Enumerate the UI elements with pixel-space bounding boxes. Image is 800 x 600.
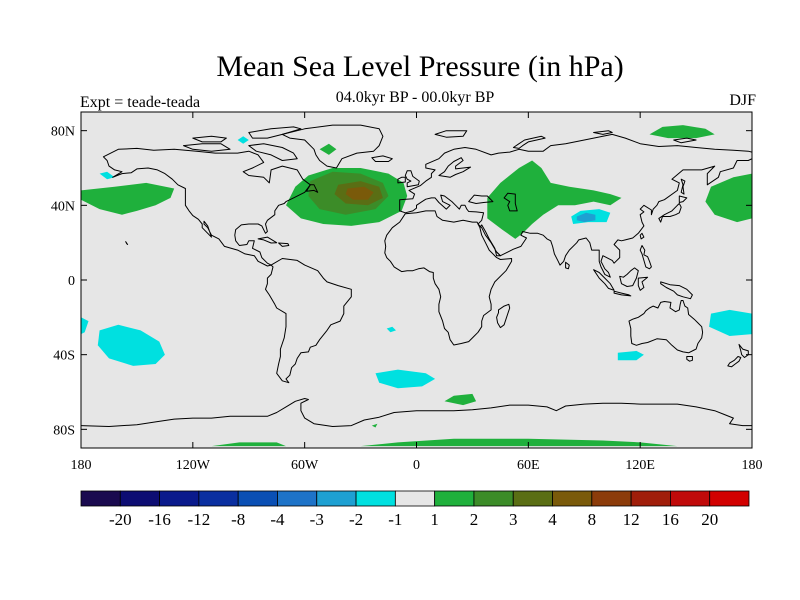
x-tick-label: 180 xyxy=(742,458,763,473)
anomaly-region-minus1 xyxy=(617,350,644,361)
x-tick-label: 180 xyxy=(71,458,92,473)
colorbar-label: 2 xyxy=(470,510,479,529)
map-subtitle: 04.0kyr BP - 00.0kyr BP xyxy=(335,89,495,106)
colorbar-swatch xyxy=(630,490,671,507)
colorbar-swatch xyxy=(237,490,278,507)
colorbar-label: 1 xyxy=(430,510,439,529)
anomaly-region-2 xyxy=(319,143,337,155)
anomaly-region-minus1 xyxy=(375,369,436,389)
colorbar-label: 20 xyxy=(701,510,718,529)
colorbar: -20 -16 -12 -8 -4 -3 -2 -1 1 2 3 4 8 12 16 20 xyxy=(80,490,750,529)
anomaly-region-2 xyxy=(81,182,175,215)
anomaly-region-minus1 xyxy=(709,309,752,336)
anomaly-regions xyxy=(81,125,752,447)
y-tick-label: 0 xyxy=(68,274,75,289)
anomaly-region-minus1 xyxy=(99,171,115,180)
colorbar-label: 12 xyxy=(623,510,640,529)
colorbar-swatch xyxy=(512,490,553,507)
colorbar-label: 8 xyxy=(588,510,597,529)
anomaly-region-minus1 xyxy=(97,324,165,366)
colorbar-swatch xyxy=(670,490,711,507)
anomaly-region-2 xyxy=(705,173,752,223)
colorbar-label: 3 xyxy=(509,510,518,529)
colorbar-swatch xyxy=(473,490,514,507)
colorbar-swatch xyxy=(159,490,200,507)
map-title: Mean Sea Level Pressure (in hPa) xyxy=(216,50,624,83)
season-label: DJF xyxy=(729,92,756,109)
y-tick-label: 80S xyxy=(53,423,75,438)
anomaly-region-2 xyxy=(487,160,622,239)
map-background xyxy=(81,112,752,448)
colorbar-label: -8 xyxy=(231,510,245,529)
colorbar-swatch xyxy=(355,490,396,507)
x-tick-label: 60E xyxy=(517,458,540,473)
y-tick-label: 80N xyxy=(51,125,75,140)
colorbar-label: 4 xyxy=(548,510,557,529)
colorbar-label: -4 xyxy=(270,510,285,529)
anomaly-region-minus2 xyxy=(576,212,596,223)
y-tick-label: 40S xyxy=(53,349,75,364)
colorbar-swatch xyxy=(434,490,475,507)
x-tick-label: 120W xyxy=(176,458,211,473)
colorbar-swatch xyxy=(591,490,632,507)
anomaly-region-2 xyxy=(211,442,286,447)
colorbar-swatch xyxy=(198,490,239,507)
y-tick-label: 40N xyxy=(51,199,75,214)
colorbar-swatch xyxy=(316,490,357,507)
colorbar-label: -16 xyxy=(148,510,171,529)
x-tick-label: 120E xyxy=(625,458,655,473)
anomaly-region-2 xyxy=(360,438,678,447)
anomaly-region-8 xyxy=(345,186,374,200)
colorbar-label: -12 xyxy=(188,510,211,529)
x-tick-label: 60W xyxy=(291,458,319,473)
experiment-label: Expt = teade-teada xyxy=(80,94,201,111)
axis-ticks: 80N 40N 0 40S 80S 180 120W 60W 0 60E 120E 180 xyxy=(51,112,763,473)
anomaly-region-2 xyxy=(649,125,715,139)
colorbar-label: -20 xyxy=(109,510,132,529)
colorbar-label: -3 xyxy=(310,510,324,529)
colorbar-swatch xyxy=(552,490,593,507)
colorbar-label: -1 xyxy=(388,510,402,529)
anomaly-region-minus1 xyxy=(237,136,249,144)
colorbar-swatch xyxy=(80,490,121,507)
anomaly-region-2 xyxy=(444,393,477,406)
colorbar-swatch xyxy=(709,490,750,507)
colorbar-swatch xyxy=(119,490,160,507)
colorbar-swatch xyxy=(394,490,436,507)
anomaly-region-minus1 xyxy=(386,326,396,333)
anomaly-region-2 xyxy=(371,423,378,428)
coastlines xyxy=(81,124,752,427)
colorbar-label: 16 xyxy=(662,510,679,529)
x-tick-label: 0 xyxy=(413,458,420,473)
anomaly-region-minus1 xyxy=(81,317,89,335)
colorbar-swatch xyxy=(277,490,318,507)
colorbar-label: -2 xyxy=(349,510,363,529)
